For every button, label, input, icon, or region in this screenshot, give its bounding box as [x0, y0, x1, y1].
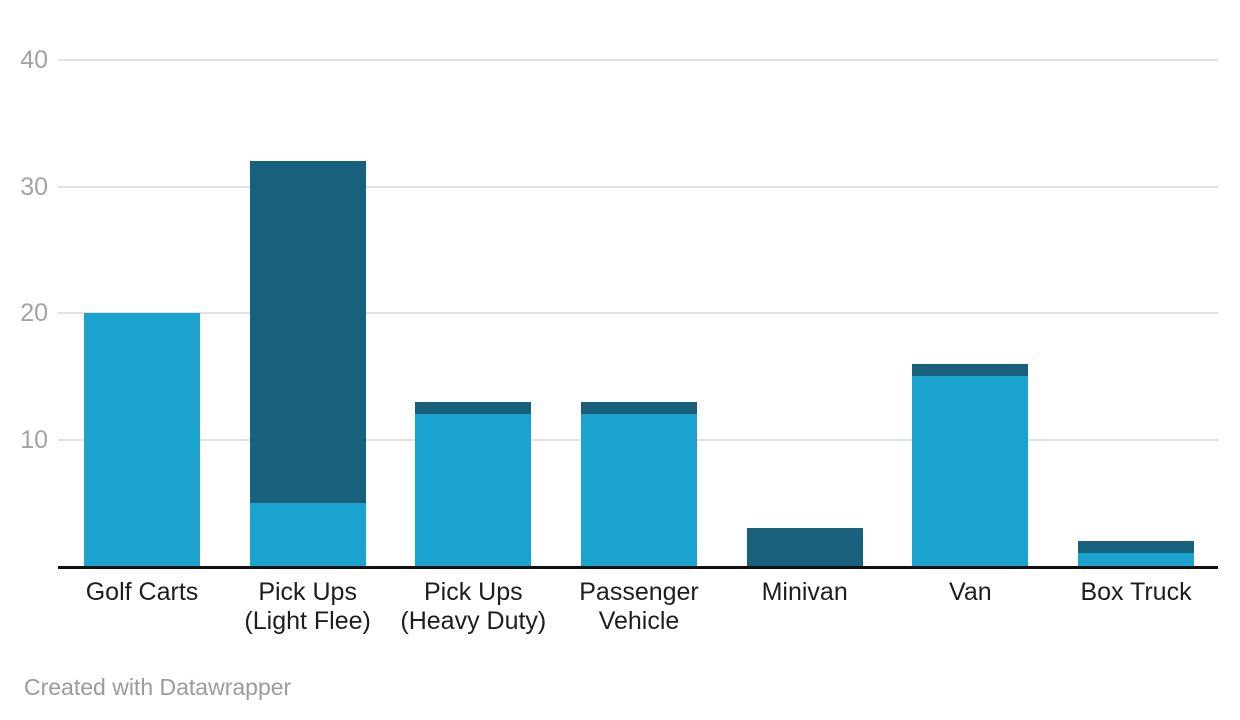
bar-light-blue-segment[interactable] [581, 414, 697, 566]
bar-light-blue-segment[interactable] [1078, 553, 1195, 566]
y-tick-label: 40 [20, 46, 48, 74]
bar-light-blue-segment[interactable] [249, 502, 366, 566]
y-tick-label: 10 [20, 425, 48, 454]
bar-dark-teal-segment[interactable] [912, 363, 1029, 377]
gridline [58, 59, 1218, 61]
gridline [58, 312, 1218, 314]
bar-light-blue-segment[interactable] [912, 376, 1029, 566]
attribution-link[interactable]: Created with Datawrapper [24, 674, 292, 700]
bar-light-blue-segment[interactable] [84, 313, 200, 566]
x-axis-label: Pick Ups (Heavy Duty) [400, 578, 547, 635]
bar-light-blue-segment[interactable] [415, 414, 532, 566]
y-tick-label: 30 [20, 172, 48, 201]
bar-dark-teal-segment[interactable] [581, 401, 697, 415]
y-tick-label: 20 [20, 299, 48, 327]
bar-dark-teal-segment[interactable] [746, 528, 863, 566]
x-axis-label: Minivan [761, 578, 848, 606]
bar-dark-teal-segment[interactable] [249, 161, 366, 503]
x-axis-label: Pick Ups (Light Flee) [244, 578, 371, 635]
x-axis-label: Van [949, 578, 992, 606]
bar-dark-teal-segment[interactable] [1078, 540, 1195, 554]
bar-dark-teal-segment[interactable] [415, 401, 532, 415]
x-axis-label: Box Truck [1080, 578, 1192, 606]
x-axis-label: Golf Carts [85, 578, 199, 606]
gridline [58, 185, 1218, 188]
x-axis-line [58, 566, 1218, 569]
x-axis-label: Passenger Vehicle [579, 578, 699, 635]
